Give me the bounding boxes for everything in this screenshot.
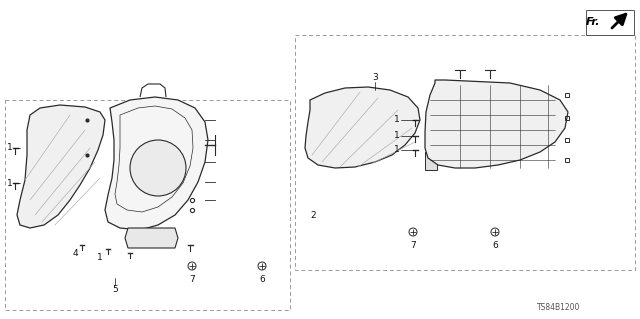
Text: 1: 1: [394, 115, 400, 124]
Polygon shape: [17, 105, 105, 228]
Text: 7: 7: [189, 275, 195, 284]
Text: Fr.: Fr.: [586, 17, 600, 27]
Text: 5: 5: [112, 286, 118, 294]
Text: 1: 1: [394, 145, 400, 154]
Polygon shape: [305, 87, 420, 168]
Text: 6: 6: [259, 275, 265, 284]
Text: 7: 7: [410, 241, 416, 249]
Text: 3: 3: [372, 73, 378, 83]
Text: 1: 1: [97, 253, 103, 262]
Polygon shape: [125, 228, 178, 248]
Text: TS84B1200: TS84B1200: [536, 303, 580, 313]
Polygon shape: [105, 97, 208, 230]
Text: 6: 6: [492, 241, 498, 249]
Text: 4: 4: [72, 249, 78, 257]
Text: 1: 1: [394, 131, 400, 140]
Bar: [5, 100, 290, 310]
Text: 1: 1: [7, 179, 13, 188]
Bar: [425, 152, 437, 170]
Bar: [295, 35, 635, 270]
Text: 2: 2: [310, 211, 316, 219]
Bar: [586, 10, 634, 35]
Circle shape: [130, 140, 186, 196]
Text: 1: 1: [7, 144, 13, 152]
Polygon shape: [425, 80, 568, 168]
